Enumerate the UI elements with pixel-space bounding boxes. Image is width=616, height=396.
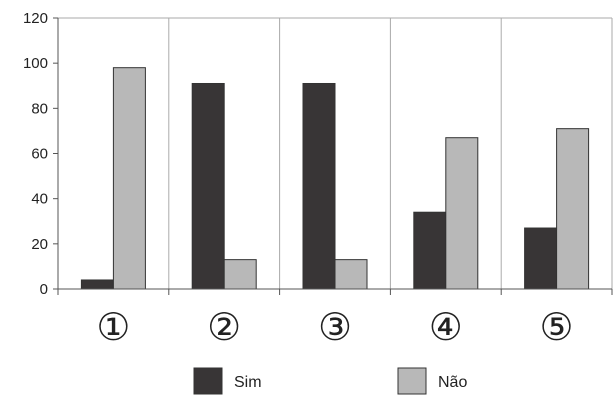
category-label: ③ [318, 305, 352, 349]
grid-lines [58, 17, 613, 289]
bar-nao-2 [223, 259, 257, 290]
bar-sim-5 [524, 227, 558, 290]
legend-label-nao: Não [438, 374, 467, 391]
bar-nao-4 [445, 137, 479, 290]
legend: Sim Não [193, 367, 467, 395]
y-tick-label: 40 [31, 191, 48, 208]
bar-sim-1 [80, 279, 114, 290]
bars [80, 67, 590, 290]
y-tick-label: 120 [23, 10, 48, 27]
category-label: ⑤ [540, 305, 574, 349]
category-label: ① [96, 305, 130, 349]
bar-sim-3 [302, 82, 336, 290]
bar-sim-2 [191, 82, 225, 290]
category-label: ② [207, 305, 241, 349]
y-tick-label: 20 [31, 236, 48, 253]
legend-swatch-sim [193, 367, 223, 395]
y-tick-label: 80 [31, 100, 48, 117]
y-tick-label: 60 [31, 146, 48, 163]
bar-nao-5 [556, 128, 590, 290]
legend-label-sim: Sim [234, 374, 262, 391]
bar-nao-1 [112, 67, 146, 290]
category-labels: ① ② ③ ④ ⑤ [57, 289, 613, 349]
bar-sim-4 [413, 211, 447, 290]
legend-swatch-nao [397, 367, 427, 395]
y-tick-labels: 0 20 40 60 80 100 120 [23, 10, 58, 298]
y-tick-label: 100 [23, 55, 48, 72]
category-label: ④ [429, 305, 463, 349]
y-tick-label: 0 [40, 281, 48, 298]
bar-nao-3 [334, 259, 368, 290]
